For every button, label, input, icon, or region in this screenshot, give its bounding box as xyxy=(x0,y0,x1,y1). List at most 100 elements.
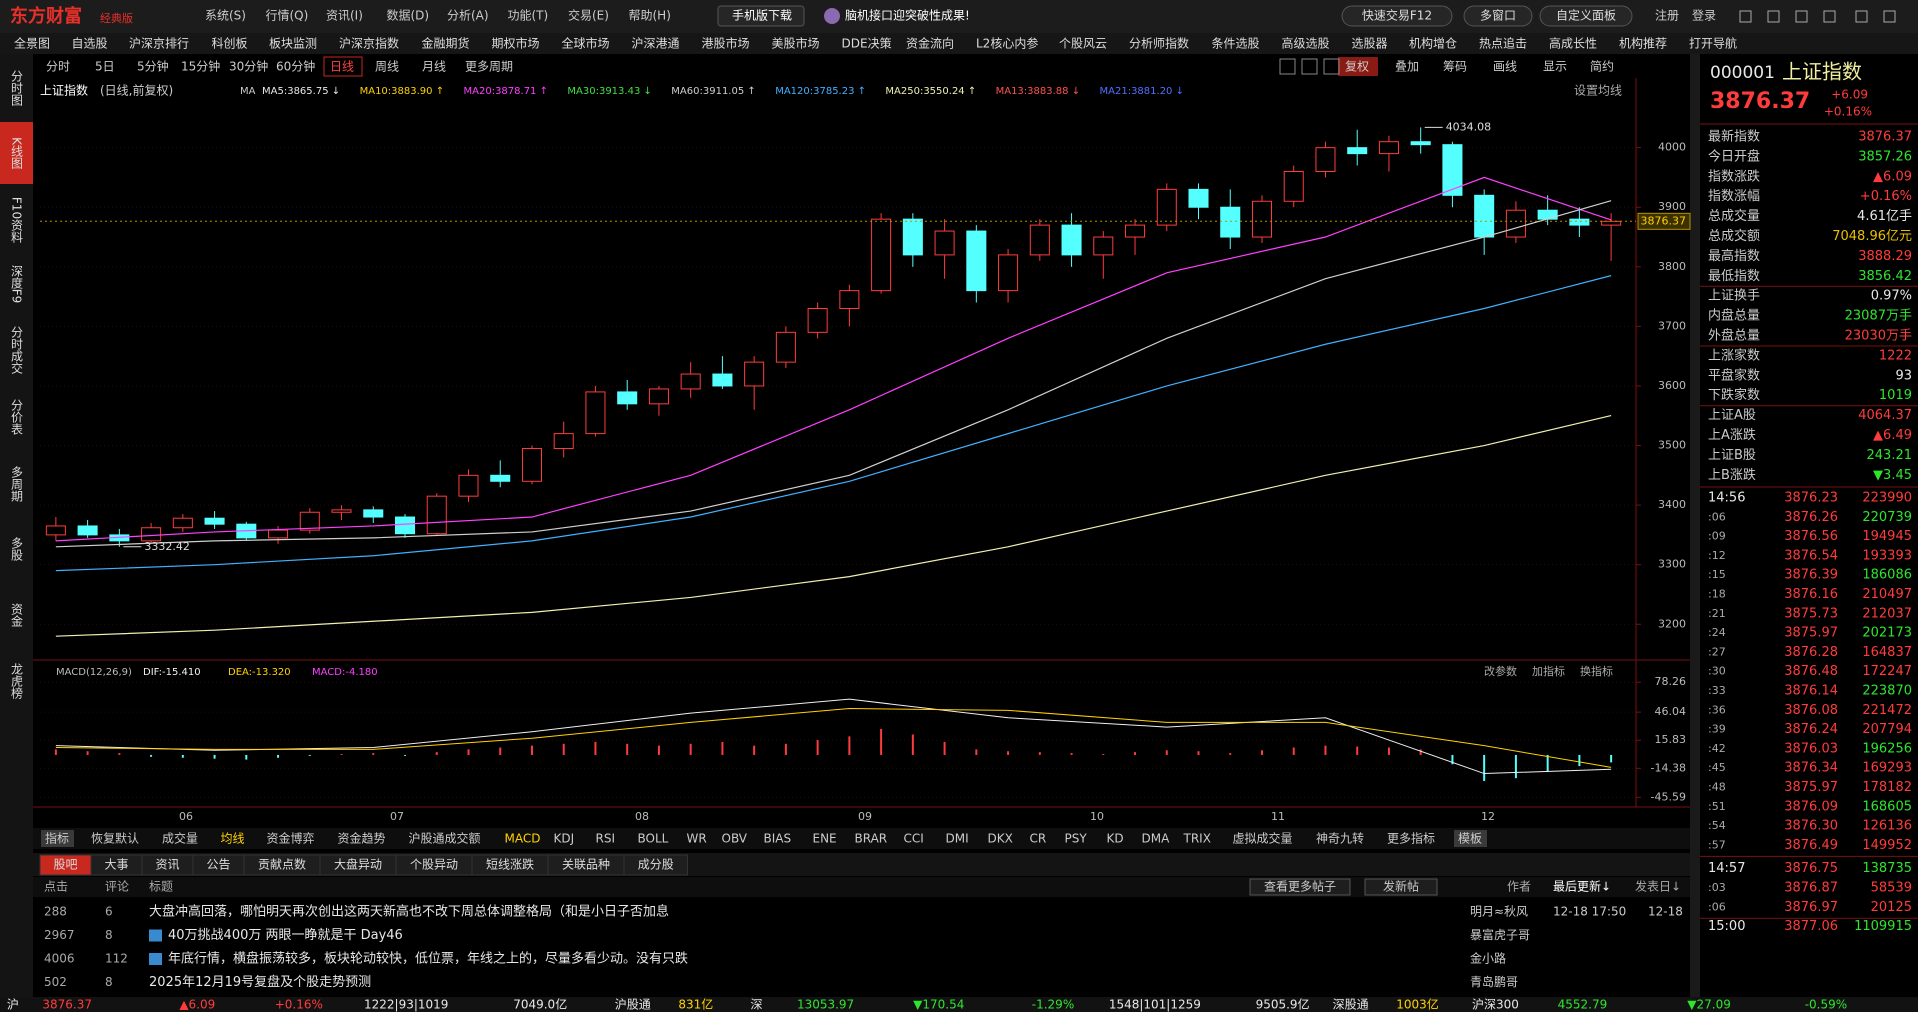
indicator-tab[interactable]: RSI xyxy=(596,832,616,846)
news-title[interactable]: 2025年12月19号复盘及个股走势预测 xyxy=(149,974,371,990)
toolbar-button[interactable]: 多窗口 xyxy=(1480,9,1516,23)
indicator-tab[interactable]: DMA xyxy=(1142,832,1171,846)
indicator-tab[interactable]: 虚拟成交量 xyxy=(1233,831,1293,846)
news-title[interactable]: 大盘冲高回落，哪怕明天再次创出这两天新高也不改下周总体调整格局（和是小日子否加息 xyxy=(149,904,669,920)
news-tab[interactable]: 成分股 xyxy=(638,858,674,872)
nav-item[interactable]: 高级选股 xyxy=(1282,36,1330,51)
side-tab[interactable]: 资金 xyxy=(10,603,24,627)
indicator-tab[interactable]: TRIX xyxy=(1183,832,1211,846)
nav-item[interactable]: 打开导航 xyxy=(1689,36,1737,51)
side-tab[interactable]: 龙虎榜 xyxy=(10,663,24,700)
tool-button[interactable]: 简约 xyxy=(1590,59,1614,74)
macd-link[interactable]: 换指标 xyxy=(1580,664,1613,678)
indicator-tab[interactable]: 资金博弈 xyxy=(267,831,315,846)
period-tab[interactable]: 分时 xyxy=(46,60,70,74)
nav-item[interactable]: 板块监测 xyxy=(269,37,317,51)
side-tab[interactable]: 多股 xyxy=(10,537,24,562)
period-tab[interactable]: 5日 xyxy=(95,60,115,74)
period-tab[interactable]: 更多周期 xyxy=(465,60,513,74)
indicator-tab[interactable]: 恢复默认 xyxy=(91,831,139,846)
side-tab[interactable]: 分时成交 xyxy=(10,326,24,375)
indicator-tab[interactable]: ENE xyxy=(813,832,837,846)
news-title[interactable]: 年底行情，横盘振荡较多，板块轮动较快，低位票，年线之上的，尽量多看少动。没有只跌 xyxy=(168,951,688,967)
nav-item[interactable]: 全景图 xyxy=(14,36,50,51)
ma-settings[interactable]: 设置均线 xyxy=(1574,84,1622,98)
news-tab[interactable]: 个股异动 xyxy=(410,858,458,872)
nav-item[interactable]: 分析师指数 xyxy=(1129,36,1189,51)
indicator-tab[interactable]: WR xyxy=(687,832,707,846)
news-tab[interactable]: 股吧 xyxy=(53,858,77,872)
new-post[interactable]: 发新帖 xyxy=(1383,879,1419,894)
indicator-tab[interactable]: 均线 xyxy=(221,832,245,846)
menu-item[interactable]: 系统(S) xyxy=(205,9,246,23)
nav-item[interactable]: 个股风云 xyxy=(1059,37,1107,51)
nav-item[interactable]: 沪深京排行 xyxy=(129,37,189,51)
period-tab[interactable]: 60分钟 xyxy=(276,59,315,74)
indicator-tab[interactable]: KD xyxy=(1107,832,1124,846)
news-tab[interactable]: 公告 xyxy=(206,858,230,872)
nav-item[interactable]: 美股市场 xyxy=(772,36,820,51)
news-tab[interactable]: 贡献点数 xyxy=(258,857,306,872)
period-tab[interactable]: 15分钟 xyxy=(181,59,220,74)
indicator-tab[interactable]: 资金趋势 xyxy=(338,831,386,846)
menu-item[interactable]: 数据(D) xyxy=(387,8,430,23)
indicator-tab[interactable]: MACD xyxy=(505,832,541,846)
side-tab[interactable]: 深度F9 xyxy=(10,264,24,303)
period-tab[interactable]: 5分钟 xyxy=(137,59,169,74)
nav-item[interactable]: 选股器 xyxy=(1352,37,1388,51)
indicator-tab[interactable]: 更多指标 xyxy=(1387,831,1435,846)
side-tab[interactable]: F10资料 xyxy=(10,197,24,243)
nav-item[interactable]: 自选股 xyxy=(72,37,108,51)
indicator-tab[interactable]: 模板 xyxy=(1458,832,1482,846)
toolbar-button[interactable]: 快速交易F12 xyxy=(1362,8,1432,23)
tool-button[interactable]: 筹码 xyxy=(1443,60,1467,74)
menu-item[interactable]: 帮助(H) xyxy=(629,9,671,23)
nav-item[interactable]: 金融期货 xyxy=(422,36,470,51)
period-tab[interactable]: 30分钟 xyxy=(229,59,268,74)
nav-item[interactable]: DDE决策 xyxy=(842,37,892,51)
news-tab[interactable]: 关联品种 xyxy=(562,858,610,872)
macd-link[interactable]: 加指标 xyxy=(1532,664,1565,678)
indicator-tab[interactable]: PSY xyxy=(1065,832,1088,846)
tool-button[interactable]: 叠加 xyxy=(1395,60,1419,74)
indicator-tab[interactable]: CR xyxy=(1030,832,1047,846)
macd-link[interactable]: 改参数 xyxy=(1484,664,1517,678)
indicator-tab[interactable]: DKX xyxy=(988,832,1013,846)
indicator-tab[interactable]: KDJ xyxy=(554,832,575,846)
nav-item[interactable]: 高成长性 xyxy=(1549,36,1597,51)
indicator-tab[interactable]: OBV xyxy=(722,832,748,846)
indicator-tab[interactable]: 指标 xyxy=(45,831,69,846)
indicator-tab[interactable]: 神奇九转 xyxy=(1316,831,1364,846)
indicator-tab[interactable]: BOLL xyxy=(638,832,669,846)
indicator-tab[interactable]: 沪股通成交额 xyxy=(409,831,481,846)
toolbar-button[interactable]: 自定义面板 xyxy=(1556,8,1616,23)
nav-item[interactable]: 港股市场 xyxy=(702,36,750,51)
nav-item[interactable]: 资金流向 xyxy=(906,36,954,51)
nav-item[interactable]: 机构推荐 xyxy=(1619,36,1667,51)
menu-item[interactable]: 分析(A) xyxy=(447,9,489,23)
news-tab[interactable]: 资讯 xyxy=(155,858,179,872)
news-tab[interactable]: 大盘异动 xyxy=(334,857,382,872)
period-tab[interactable]: 月线 xyxy=(422,60,446,74)
period-tab[interactable]: 周线 xyxy=(375,60,399,74)
news-tab[interactable]: 大事 xyxy=(104,858,128,872)
menu-item[interactable]: 资讯(I) xyxy=(326,9,363,23)
news-tab[interactable]: 短线涨跌 xyxy=(486,857,534,872)
nav-item[interactable]: L2核心内参 xyxy=(976,36,1038,51)
tool-button[interactable]: 复权 xyxy=(1345,60,1369,74)
nav-item[interactable]: 热点追击 xyxy=(1479,36,1527,51)
indicator-tab[interactable]: BRAR xyxy=(855,832,888,846)
tool-button[interactable]: 显示 xyxy=(1543,60,1567,74)
side-tab[interactable]: K线图 xyxy=(10,137,24,169)
news-title[interactable]: 40万挑战400万 两眼一睁就是干 Day46 xyxy=(168,928,403,943)
nav-item[interactable]: 条件选股 xyxy=(1212,37,1260,51)
menu-item[interactable]: 行情(Q) xyxy=(266,9,309,23)
login[interactable]: 登录 xyxy=(1692,8,1716,23)
side-tab[interactable]: 多周期 xyxy=(10,466,24,502)
indicator-tab[interactable]: DMI xyxy=(946,832,969,846)
side-tab[interactable]: 分价表 xyxy=(10,399,24,435)
more-posts[interactable]: 查看更多帖子 xyxy=(1264,879,1336,894)
promo-link[interactable]: 脑机接口迎突破性成果! xyxy=(845,8,970,23)
period-tab[interactable]: 日线 xyxy=(330,60,354,74)
nav-item[interactable]: 全球市场 xyxy=(562,36,610,51)
